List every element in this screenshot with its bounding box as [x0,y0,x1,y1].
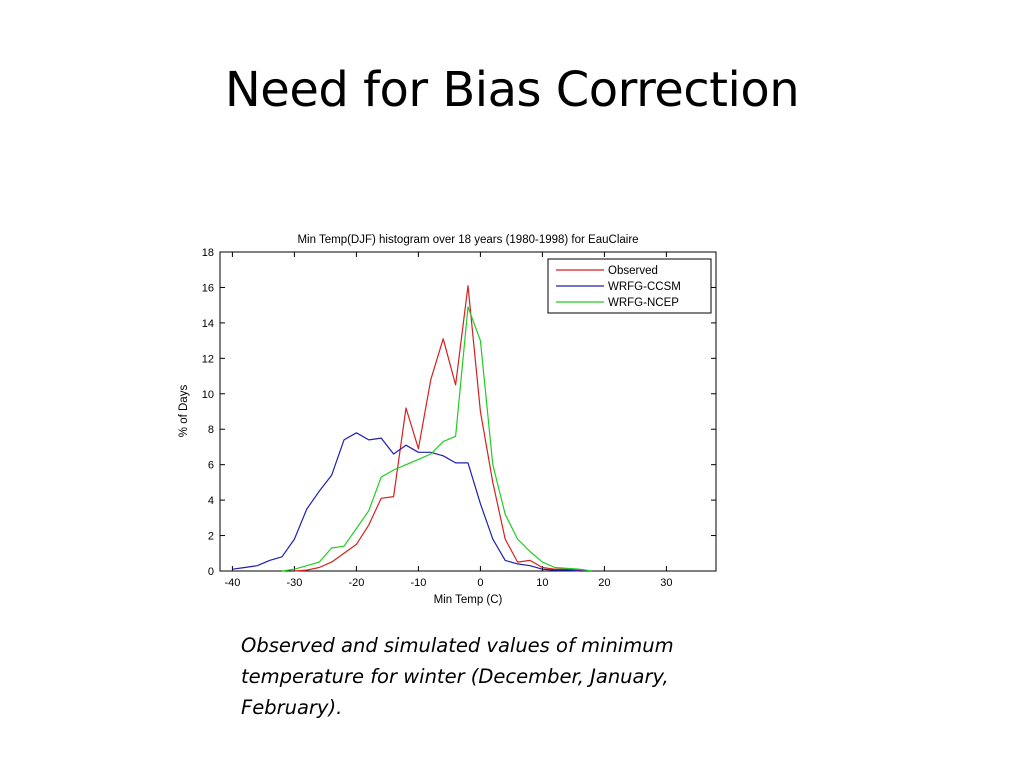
x-tick-label: 0 [477,577,483,589]
x-tick-label: 30 [660,577,672,589]
y-tick-label: 12 [202,353,214,365]
legend-label: WRFG-CCSM [608,281,681,293]
y-tick-label: 16 [202,282,214,294]
y-tick-label: 10 [202,389,214,401]
x-tick-label: -30 [286,577,302,589]
chart-svg: Min Temp(DJF) histogram over 18 years (1… [178,234,717,606]
series-line-observed [294,285,593,572]
y-tick-label: 0 [208,566,214,578]
legend-label: WRFG-NCEP [608,297,679,309]
series-line-wrfg-ccsm [232,432,592,572]
figure-caption: Observed and simulated values of minimum… [241,634,674,719]
y-tick-label: 18 [202,247,214,259]
legend-label: Observed [608,265,658,277]
x-tick-label: -40 [224,577,240,589]
y-axis-label: % of Days [178,385,190,438]
y-tick-label: 8 [208,424,214,436]
x-axis-label: Min Temp (C) [434,594,503,606]
x-tick-label: -20 [348,577,364,589]
x-tick-label: 20 [598,577,610,589]
x-tick-label: 10 [536,577,548,589]
slide-title: Need for Bias Correction [224,62,800,118]
x-tick-label: -10 [410,577,426,589]
chart-title: Min Temp(DJF) histogram over 18 years (1… [297,234,638,246]
series-line-wrfg-ncep [281,306,593,572]
series-lines [232,285,593,572]
y-tick-label: 4 [208,495,214,507]
y-tick-label: 6 [208,460,214,472]
y-tick-label: 14 [202,318,214,330]
legend: Observed WRFG-CCSM WRFG-NCEP [547,258,712,314]
histogram-chart: Min Temp(DJF) histogram over 18 years (1… [170,224,730,614]
axis-ticks: -40 -30 -20 -10 0 10 20 30 0 2 4 6 8 10 12 14 16 18 [202,247,716,589]
y-tick-label: 2 [208,531,214,543]
